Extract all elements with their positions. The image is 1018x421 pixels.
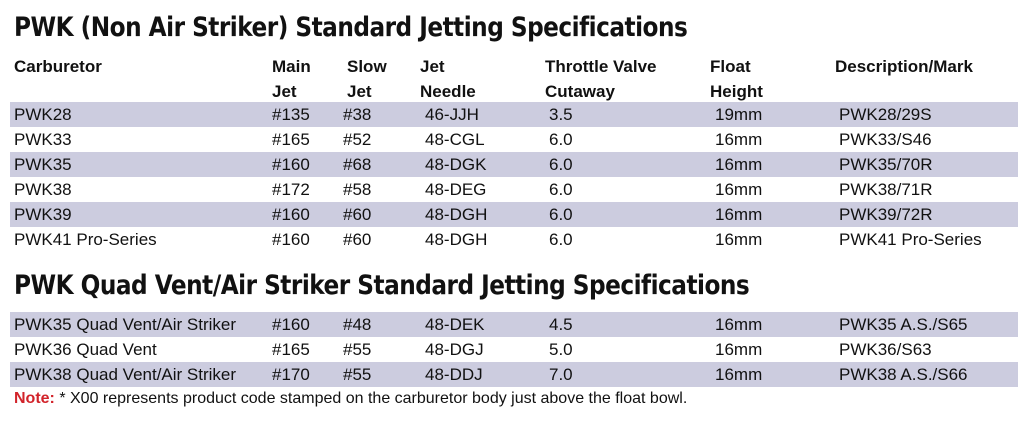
cell-carburetor: PWK38 Quad Vent/Air Striker xyxy=(14,365,237,384)
cell-cutaway: 5.0 xyxy=(549,340,573,359)
header-description-mark: Description/Mark xyxy=(835,54,973,79)
header-line: Slow xyxy=(347,57,387,76)
header-line: Main xyxy=(272,57,311,76)
cell-main-jet: #170 xyxy=(272,365,310,384)
section2-title: PWK Quad Vent/Air Striker Standard Jetti… xyxy=(14,270,750,301)
table-row: PWK35 Quad Vent/Air Striker #160 #48 48-… xyxy=(10,312,1018,337)
cell-float-height: 16mm xyxy=(715,130,763,149)
cell-carburetor: PWK35 Quad Vent/Air Striker xyxy=(14,315,237,334)
header-line: Cutaway xyxy=(545,82,615,101)
header-jet-needle: Jet Needle xyxy=(420,54,476,104)
cell-jet-needle: 46-JJH xyxy=(425,105,479,124)
header-slow-jet: Slow Jet xyxy=(347,54,387,104)
cell-float-height: 16mm xyxy=(715,155,763,174)
cell-main-jet: #160 xyxy=(272,315,310,334)
cell-cutaway: 4.5 xyxy=(549,315,573,334)
table-row: PWK28 #135 #38 46-JJH 3.5 19mm PWK28/29S xyxy=(10,102,1018,127)
table-row: PWK41 Pro-Series #160 #60 48-DGH 6.0 16m… xyxy=(10,227,1018,252)
cell-description: PWK33/S46 xyxy=(839,130,932,149)
cell-float-height: 16mm xyxy=(715,230,763,249)
cell-slow-jet: #48 xyxy=(343,315,372,334)
table-row: PWK39 #160 #60 48-DGH 6.0 16mm PWK39/72R xyxy=(10,202,1018,227)
cell-slow-jet: #55 xyxy=(343,340,372,359)
cell-jet-needle: 48-DDJ xyxy=(425,365,483,384)
header-line: Throttle Valve xyxy=(545,57,657,76)
cell-main-jet: #160 xyxy=(272,155,310,174)
cell-cutaway: 7.0 xyxy=(549,365,573,384)
cell-description: PWK41 Pro-Series xyxy=(839,230,982,249)
header-line: Carburetor xyxy=(14,57,102,76)
cell-cutaway: 6.0 xyxy=(549,205,573,224)
table-row: PWK33 #165 #52 48-CGL 6.0 16mm PWK33/S46 xyxy=(10,127,1018,152)
header-line: Jet xyxy=(420,57,445,76)
cell-carburetor: PWK39 xyxy=(14,205,72,224)
section1-title: PWK (Non Air Striker) Standard Jetting S… xyxy=(14,12,688,43)
cell-cutaway: 6.0 xyxy=(549,155,573,174)
cell-float-height: 16mm xyxy=(715,180,763,199)
cell-jet-needle: 48-CGL xyxy=(425,130,485,149)
cell-main-jet: #165 xyxy=(272,340,310,359)
cell-main-jet: #172 xyxy=(272,180,310,199)
cell-main-jet: #165 xyxy=(272,130,310,149)
cell-cutaway: 6.0 xyxy=(549,230,573,249)
cell-float-height: 16mm xyxy=(715,315,763,334)
table-row: PWK38 Quad Vent/Air Striker #170 #55 48-… xyxy=(10,362,1018,387)
cell-description: PWK38/71R xyxy=(839,180,933,199)
cell-slow-jet: #55 xyxy=(343,365,372,384)
note-text: * X00 represents product code stamped on… xyxy=(54,390,688,407)
cell-description: PWK28/29S xyxy=(839,105,932,124)
header-float-height: Float Height xyxy=(710,54,763,104)
header-main-jet: Main Jet xyxy=(272,54,311,104)
cell-jet-needle: 48-DEG xyxy=(425,180,487,199)
cell-description: PWK38 A.S./S66 xyxy=(839,365,968,384)
cell-slow-jet: #58 xyxy=(343,180,372,199)
cell-float-height: 16mm xyxy=(715,205,763,224)
cell-cutaway: 6.0 xyxy=(549,180,573,199)
header-line: Description/Mark xyxy=(835,57,973,76)
header-line: Height xyxy=(710,82,763,101)
footnote: Note: * X00 represents product code stam… xyxy=(14,388,687,410)
cell-jet-needle: 48-DGH xyxy=(425,205,488,224)
cell-description: PWK39/72R xyxy=(839,205,933,224)
header-carburetor: Carburetor xyxy=(14,54,102,79)
table-row: PWK35 #160 #68 48-DGK 6.0 16mm PWK35/70R xyxy=(10,152,1018,177)
cell-carburetor: PWK35 xyxy=(14,155,72,174)
table-row: PWK38 #172 #58 48-DEG 6.0 16mm PWK38/71R xyxy=(10,177,1018,202)
cell-description: PWK36/S63 xyxy=(839,340,932,359)
cell-slow-jet: #68 xyxy=(343,155,372,174)
table-row: PWK36 Quad Vent #165 #55 48-DGJ 5.0 16mm… xyxy=(10,337,1018,362)
note-label: Note: xyxy=(14,390,55,407)
cell-jet-needle: 48-DGJ xyxy=(425,340,484,359)
cell-jet-needle: 48-DEK xyxy=(425,315,485,334)
cell-main-jet: #135 xyxy=(272,105,310,124)
cell-carburetor: PWK38 xyxy=(14,180,72,199)
cell-carburetor: PWK33 xyxy=(14,130,72,149)
cell-slow-jet: #52 xyxy=(343,130,372,149)
header-line: Needle xyxy=(420,82,476,101)
cell-main-jet: #160 xyxy=(272,230,310,249)
cell-slow-jet: #60 xyxy=(343,230,372,249)
header-line: Float xyxy=(710,57,751,76)
cell-carburetor: PWK28 xyxy=(14,105,72,124)
cell-cutaway: 6.0 xyxy=(549,130,573,149)
cell-carburetor: PWK36 Quad Vent xyxy=(14,340,157,359)
cell-jet-needle: 48-DGH xyxy=(425,230,488,249)
cell-carburetor: PWK41 Pro-Series xyxy=(14,230,157,249)
cell-main-jet: #160 xyxy=(272,205,310,224)
cell-float-height: 16mm xyxy=(715,365,763,384)
header-line: Jet xyxy=(272,82,297,101)
cell-float-height: 16mm xyxy=(715,340,763,359)
cell-description: PWK35 A.S./S65 xyxy=(839,315,968,334)
cell-float-height: 19mm xyxy=(715,105,763,124)
header-throttle-valve-cutaway: Throttle Valve Cutaway xyxy=(545,54,656,104)
cell-cutaway: 3.5 xyxy=(549,105,573,124)
cell-description: PWK35/70R xyxy=(839,155,933,174)
cell-slow-jet: #60 xyxy=(343,205,372,224)
cell-jet-needle: 48-DGK xyxy=(425,155,487,174)
header-line: Jet xyxy=(347,82,372,101)
cell-slow-jet: #38 xyxy=(343,105,372,124)
